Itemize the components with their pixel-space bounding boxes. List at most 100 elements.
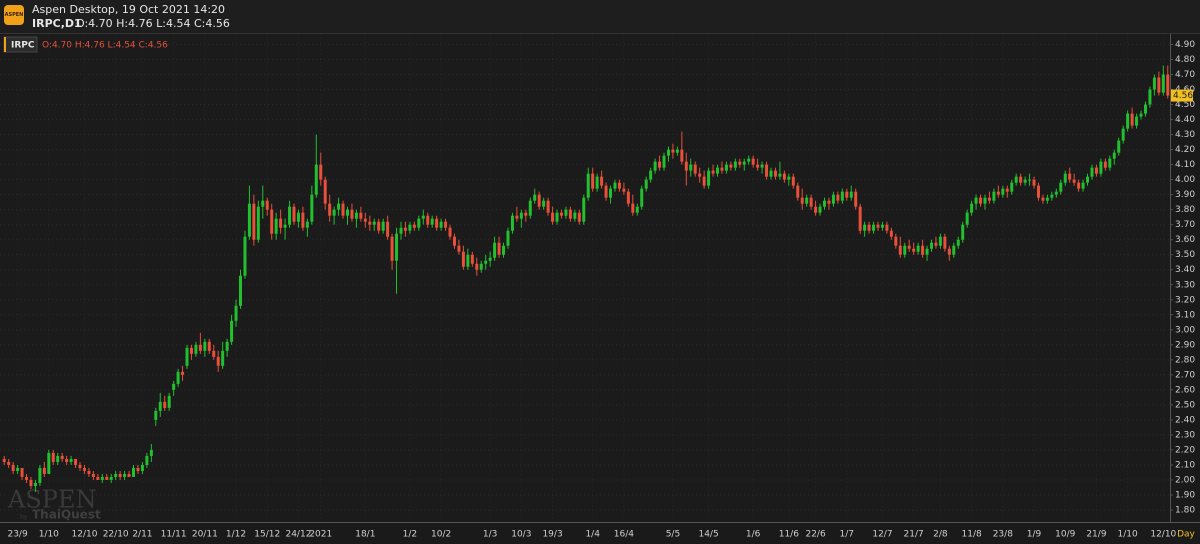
candle-body: [145, 455, 149, 465]
candle-body: [773, 170, 777, 177]
x-tick-label: 2/11: [132, 530, 152, 540]
candle-body: [934, 242, 938, 246]
candle-body: [649, 170, 653, 180]
x-tick-label: 1/6: [746, 530, 761, 540]
candle-body: [1032, 179, 1036, 186]
candle-body: [907, 245, 911, 249]
candle-body: [858, 206, 862, 231]
candle-body: [831, 194, 835, 204]
candle-body: [114, 473, 118, 477]
chart-subtitle: O:4.70 H:4.76 L:4.54 C:4.56: [42, 41, 168, 51]
candle-body: [386, 221, 390, 237]
candle-body: [7, 461, 11, 465]
candle-body: [938, 236, 942, 246]
candle-body: [154, 410, 158, 420]
candle-body: [461, 251, 465, 267]
x-tick-label: 12/10: [72, 530, 98, 540]
x-tick-label: 12/10: [1150, 530, 1176, 540]
x-tick-label: 10/2: [431, 530, 451, 540]
x-tick-label: 1/4: [585, 530, 600, 540]
x-tick-label: 1/10: [39, 530, 59, 540]
candle-body: [863, 224, 867, 231]
candle-body: [1050, 194, 1054, 198]
candle-body: [1094, 167, 1098, 174]
y-tick-label: 3.90: [1175, 190, 1195, 200]
x-tick-label: 20/11: [192, 530, 218, 540]
y-tick-label: 4.40: [1175, 115, 1195, 125]
candle-body: [729, 164, 733, 168]
candle-body: [189, 347, 193, 354]
candle-body: [328, 203, 332, 216]
candle-body: [408, 224, 412, 231]
candle-body: [1161, 74, 1165, 93]
candle-body: [390, 236, 394, 261]
candle-body: [515, 215, 519, 219]
x-tick-label: 1/9: [1027, 530, 1042, 540]
candle-body: [876, 224, 880, 228]
candle-body: [20, 467, 24, 477]
candle-body: [1103, 161, 1107, 168]
candle-body: [225, 341, 229, 351]
candle-body: [452, 236, 456, 246]
candle-body: [149, 449, 153, 456]
candle-body: [880, 224, 884, 228]
candle-body: [542, 200, 546, 207]
candle-body: [1063, 173, 1067, 183]
candle-body: [430, 218, 434, 225]
y-tick-label: 2.90: [1175, 340, 1195, 350]
candle-body: [591, 173, 595, 189]
candle-body: [640, 188, 644, 207]
candle-body: [256, 206, 260, 240]
candle-body: [845, 191, 849, 198]
candle-body: [577, 212, 581, 222]
x-tick-label: 2/8: [933, 530, 948, 540]
candle-body: [564, 209, 568, 216]
candle-body: [2, 458, 6, 462]
candle-body: [341, 203, 345, 216]
chart-title: IRPC: [11, 41, 35, 51]
x-tick-label: 21/9: [1086, 530, 1106, 540]
candle-body: [671, 149, 675, 153]
candle-body: [421, 215, 425, 219]
candle-body: [961, 224, 965, 240]
window-header: ASPEN Aspen Desktop, 19 Oct 2021 14:20 I…: [0, 0, 1200, 34]
x-tick-label: 16/4: [614, 530, 634, 540]
candle-body: [16, 467, 20, 471]
candle-body: [47, 452, 51, 474]
candle-body: [921, 245, 925, 255]
candles: [2, 65, 1170, 492]
candle-body: [470, 254, 474, 264]
candle-body: [827, 200, 831, 204]
candle-body: [25, 476, 29, 480]
candle-body: [956, 239, 960, 246]
x-tick-label: 23/9: [7, 530, 27, 540]
candle-body: [1077, 182, 1081, 189]
candle-body: [1117, 140, 1121, 153]
y-tick-label: 4.20: [1175, 145, 1195, 155]
y-tick-label: 4.50: [1175, 100, 1195, 110]
symbol: IRPC,D1: [32, 17, 82, 30]
candle-body: [158, 401, 162, 411]
x-tick-label: 23/8: [993, 530, 1013, 540]
candle-body: [426, 215, 430, 225]
candle-body: [675, 149, 679, 153]
candle-body: [1139, 113, 1143, 117]
y-tick-label: 2.40: [1175, 415, 1195, 425]
candle-body: [769, 170, 773, 177]
candle-body: [239, 275, 243, 306]
x-tick-label: 12/7: [872, 530, 892, 540]
candle-body: [528, 200, 532, 216]
candle-body: [689, 164, 693, 171]
candle-body: [292, 206, 296, 222]
candle-body: [929, 242, 933, 249]
candle-body: [403, 227, 407, 231]
candle-body: [595, 176, 599, 189]
candle-body: [631, 203, 635, 213]
candle-body: [395, 233, 399, 261]
watermark: ASPEN: [7, 486, 96, 514]
candle-body: [363, 218, 367, 222]
candle-body: [885, 224, 889, 231]
x-tick-label: 1/12: [226, 530, 246, 540]
candle-body: [444, 221, 448, 228]
candle-body: [136, 467, 140, 471]
